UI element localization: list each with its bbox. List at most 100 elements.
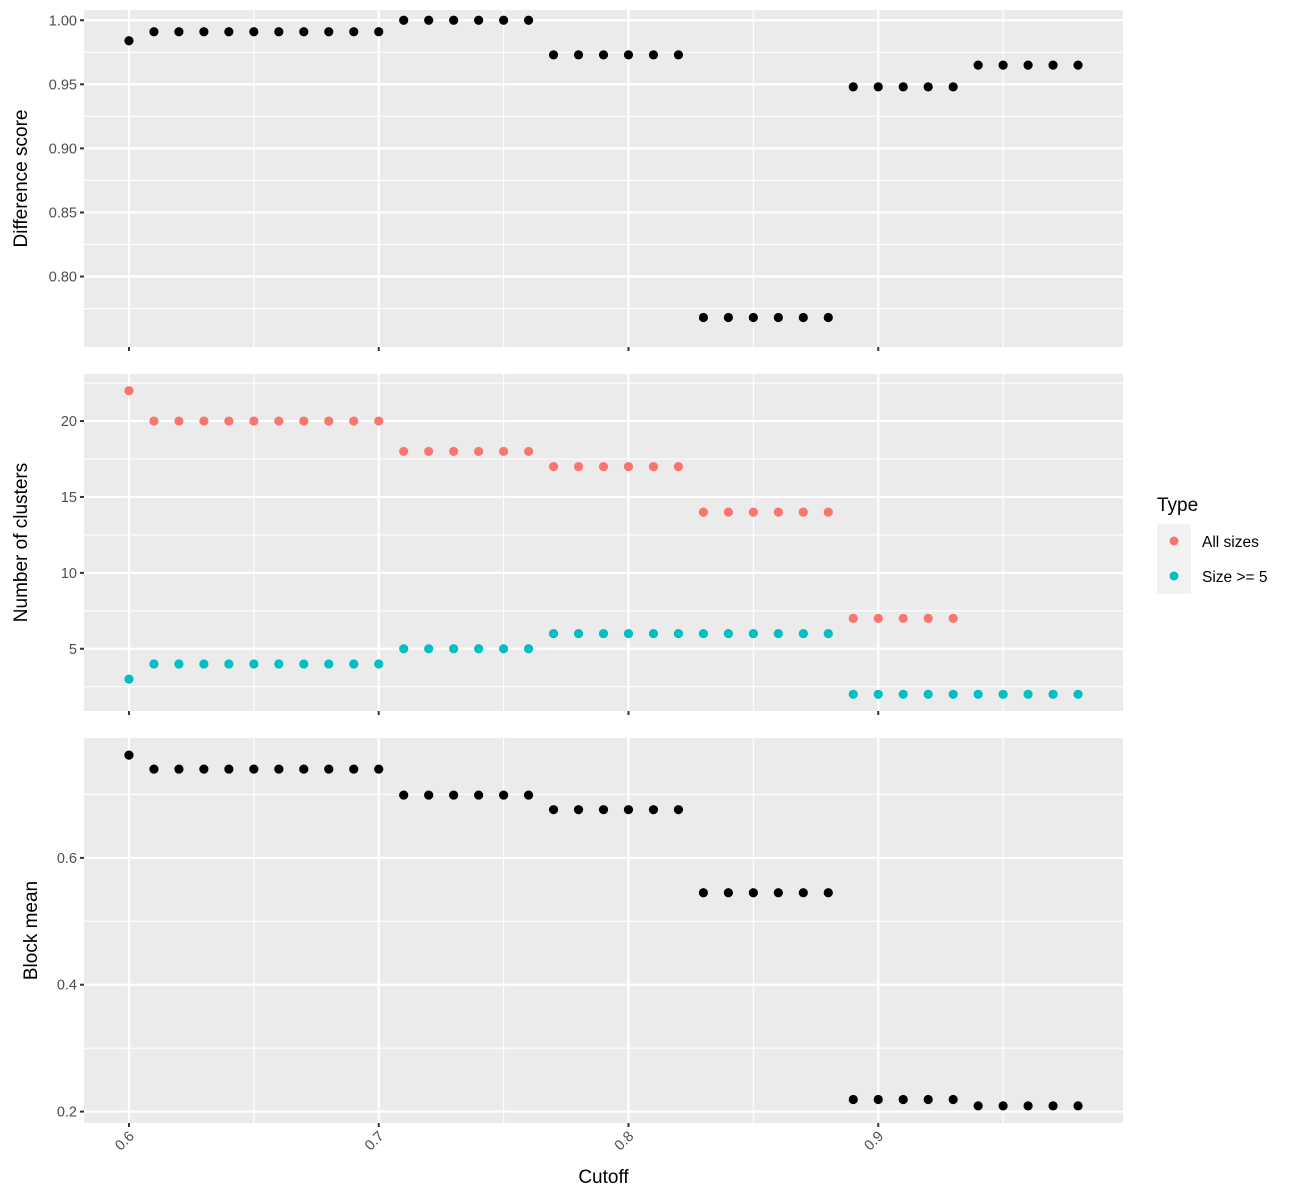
data-point <box>274 27 284 37</box>
data-point <box>1073 1101 1083 1111</box>
panel-background <box>84 374 1123 711</box>
data-point <box>973 60 983 70</box>
data-point <box>424 644 434 654</box>
data-point <box>424 15 434 25</box>
data-point <box>648 628 659 639</box>
data-point <box>573 461 584 472</box>
data-point <box>573 805 584 815</box>
data-point <box>523 15 534 25</box>
data-point <box>723 888 733 898</box>
data-point <box>149 27 159 37</box>
data-point <box>598 628 609 639</box>
y-tick-label: 0.2 <box>57 1105 77 1121</box>
data-point <box>773 507 783 517</box>
x-axis-title: Cutoff <box>578 1167 629 1188</box>
data-point <box>848 82 858 92</box>
data-point <box>848 613 858 624</box>
data-point <box>773 888 783 898</box>
data-point <box>523 644 534 654</box>
data-point <box>798 507 808 517</box>
series-size-5 <box>124 628 1083 699</box>
data-point <box>623 628 634 639</box>
data-point <box>174 764 184 774</box>
data-point <box>948 689 958 699</box>
data-point <box>349 764 359 774</box>
y-tick-label: 0.95 <box>49 77 77 93</box>
data-point <box>324 27 334 37</box>
legend-key-size-ge-5 <box>1169 571 1179 581</box>
y-tick-label: 0.90 <box>49 141 77 157</box>
data-point <box>748 507 758 517</box>
data-point <box>299 27 309 37</box>
x-tick-label: 0.8 <box>612 1129 638 1155</box>
data-point <box>324 764 334 774</box>
data-point <box>224 27 234 37</box>
data-point <box>174 659 184 669</box>
data-point <box>199 659 209 669</box>
data-point <box>648 461 659 472</box>
data-point <box>873 1094 883 1105</box>
data-point <box>399 790 409 800</box>
data-point <box>474 446 484 457</box>
data-point <box>923 1094 933 1105</box>
data-point <box>299 764 309 774</box>
data-point <box>548 461 559 472</box>
data-point <box>1048 60 1058 70</box>
y-tick-label: 0.80 <box>49 270 77 286</box>
data-point <box>399 15 409 25</box>
data-point <box>174 416 184 426</box>
data-point <box>424 446 434 457</box>
y-tick-label: 5 <box>69 642 77 658</box>
data-point <box>923 689 933 699</box>
data-point <box>873 82 883 92</box>
data-point <box>673 805 684 815</box>
panel-3: 0.2 0.4 0.6 Block mean <box>21 738 1123 1127</box>
data-point <box>598 805 609 815</box>
data-point <box>573 628 584 639</box>
data-point <box>698 628 709 639</box>
data-point <box>299 416 309 426</box>
data-point <box>498 446 509 457</box>
data-point <box>798 888 808 898</box>
data-point <box>573 50 584 60</box>
x-tick-label: 0.9 <box>861 1129 887 1155</box>
data-point <box>723 312 733 323</box>
data-point <box>1048 1101 1058 1111</box>
data-point <box>598 50 609 60</box>
data-point <box>498 790 509 800</box>
data-point <box>1073 689 1083 699</box>
data-point <box>823 507 833 517</box>
data-point <box>374 416 384 426</box>
panel-background <box>84 10 1123 347</box>
data-point <box>773 628 783 639</box>
data-point <box>324 416 334 426</box>
data-point <box>124 386 134 396</box>
data-point <box>548 628 559 639</box>
legend-label-all-sizes: All sizes <box>1202 534 1259 551</box>
series-all-sizes <box>124 386 958 624</box>
data-point <box>923 82 933 92</box>
data-point <box>723 628 733 639</box>
data-point <box>823 312 833 323</box>
data-point <box>274 764 284 774</box>
data-point <box>124 750 134 760</box>
data-point <box>523 790 534 800</box>
data-point <box>349 27 359 37</box>
series-1 <box>124 750 1083 1111</box>
data-point <box>498 15 509 25</box>
data-point <box>324 659 334 669</box>
data-point <box>848 689 858 699</box>
data-point <box>698 312 709 323</box>
data-point <box>548 50 559 60</box>
data-point <box>948 82 958 92</box>
legend-key-background <box>1157 524 1191 594</box>
data-point <box>199 764 209 774</box>
data-point <box>873 689 883 699</box>
data-point <box>424 790 434 800</box>
data-point <box>798 628 808 639</box>
data-point <box>898 82 908 92</box>
data-point <box>449 790 459 800</box>
y-tick-label: 1.00 <box>49 13 77 29</box>
data-point <box>149 764 159 774</box>
data-point <box>149 659 159 669</box>
